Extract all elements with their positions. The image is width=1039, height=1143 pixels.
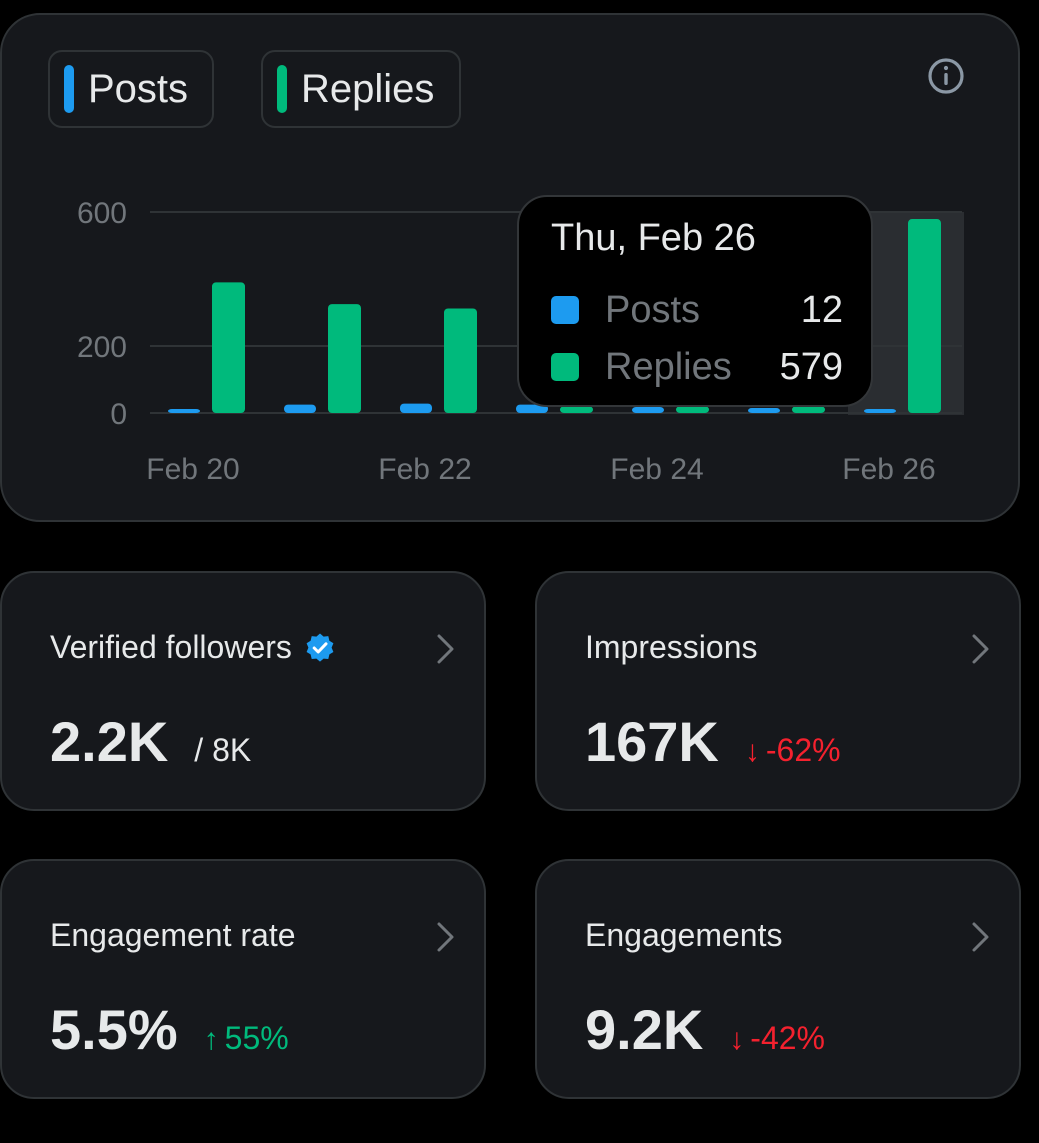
tooltip-posts-name: Posts bbox=[605, 288, 701, 331]
legend-replies-toggle[interactable]: Replies bbox=[261, 50, 461, 128]
arrow-up-icon: ↑ bbox=[203, 1023, 219, 1056]
metric-value-row: 9.2K ↓ -42% bbox=[585, 997, 825, 1062]
tooltip-posts-swatch bbox=[551, 296, 579, 324]
tooltip-date: Thu, Feb 26 bbox=[551, 217, 756, 259]
replies-bar[interactable] bbox=[676, 406, 709, 413]
legend-replies-label: Replies bbox=[301, 66, 435, 111]
y-tick-label: 0 bbox=[110, 398, 127, 431]
impressions-delta: ↓ -62% bbox=[745, 732, 841, 769]
engagements-value: 9.2K bbox=[585, 998, 704, 1061]
verified-followers-label: Verified followers bbox=[50, 629, 292, 665]
chevron-right-icon bbox=[437, 922, 454, 952]
engagements-delta-value: -42% bbox=[750, 1020, 825, 1056]
posts-bar[interactable] bbox=[516, 404, 548, 413]
legend-posts-label: Posts bbox=[88, 66, 189, 111]
posts-bar[interactable] bbox=[400, 403, 432, 413]
engagements-card[interactable]: Engagements 9.2K ↓ -42% bbox=[535, 859, 1021, 1099]
replies-bar[interactable] bbox=[792, 406, 825, 413]
x-tick-label: Feb 24 bbox=[610, 453, 703, 486]
metric-value-row: 167K ↓ -62% bbox=[585, 709, 841, 774]
tooltip-replies-name: Replies bbox=[605, 345, 732, 388]
impressions-card[interactable]: Impressions 167K ↓ -62% bbox=[535, 571, 1021, 811]
x-tick-label: Feb 20 bbox=[146, 453, 239, 486]
impressions-value: 167K bbox=[585, 710, 719, 773]
engagements-label: Engagements bbox=[585, 917, 783, 953]
tooltip-row-replies: Replies 579 bbox=[551, 343, 843, 391]
engagement-rate-card[interactable]: Engagement rate 5.5% ↑ 55% bbox=[0, 859, 486, 1099]
chevron-right-icon bbox=[972, 634, 989, 664]
tooltip-replies-swatch bbox=[551, 353, 579, 381]
metric-value-row: 2.2K / 8K bbox=[50, 709, 251, 774]
verified-badge-icon bbox=[306, 633, 334, 662]
posts-bar[interactable] bbox=[168, 409, 200, 413]
posts-bar[interactable] bbox=[748, 407, 780, 413]
replies-bar[interactable] bbox=[908, 219, 941, 413]
engagement-rate-value: 5.5% bbox=[50, 998, 178, 1061]
posts-bar[interactable] bbox=[284, 404, 316, 413]
metric-value-row: 5.5% ↑ 55% bbox=[50, 997, 289, 1062]
chevron-right-icon bbox=[437, 634, 454, 664]
info-icon[interactable] bbox=[926, 56, 966, 96]
tooltip-row-posts: Posts 12 bbox=[551, 286, 843, 334]
arrow-down-icon: ↓ bbox=[744, 735, 760, 768]
replies-bar[interactable] bbox=[444, 308, 477, 413]
replies-swatch bbox=[277, 65, 287, 113]
engagement-rate-delta-value: 55% bbox=[224, 1020, 289, 1056]
tooltip-posts-value: 12 bbox=[800, 288, 843, 331]
impressions-delta-value: -62% bbox=[765, 732, 841, 768]
tooltip-replies-value: 579 bbox=[779, 345, 843, 388]
engagements-delta: ↓ -42% bbox=[729, 1020, 825, 1057]
replies-bar[interactable] bbox=[328, 304, 361, 413]
engagement-rate-delta: ↑ 55% bbox=[204, 1020, 289, 1057]
replies-bar[interactable] bbox=[212, 282, 245, 413]
chevron-right-icon bbox=[972, 922, 989, 952]
posts-bar[interactable] bbox=[864, 408, 896, 413]
y-tick-label: 600 bbox=[77, 197, 127, 230]
verified-followers-card[interactable]: Verified followers 2.2K / 8K bbox=[0, 571, 486, 811]
metric-label: Impressions bbox=[585, 629, 758, 666]
chart-tooltip: Thu, Feb 26 Posts 12 Replies 579 bbox=[517, 195, 873, 407]
legend-posts-toggle[interactable]: Posts bbox=[48, 50, 214, 128]
arrow-down-icon: ↓ bbox=[729, 1023, 745, 1056]
posts-bar[interactable] bbox=[632, 406, 664, 413]
metric-label: Verified followers bbox=[50, 629, 336, 666]
posts-swatch bbox=[64, 65, 74, 113]
metric-label: Engagement rate bbox=[50, 917, 296, 954]
verified-followers-value: 2.2K bbox=[50, 710, 169, 773]
replies-bar[interactable] bbox=[560, 406, 593, 413]
x-tick-label: Feb 22 bbox=[378, 453, 471, 486]
engagement-rate-label: Engagement rate bbox=[50, 917, 296, 953]
impressions-label: Impressions bbox=[585, 629, 758, 665]
x-tick-label: Feb 26 bbox=[842, 453, 935, 486]
verified-followers-total: / 8K bbox=[194, 732, 252, 768]
metric-label: Engagements bbox=[585, 917, 782, 954]
y-tick-label: 200 bbox=[77, 331, 127, 364]
